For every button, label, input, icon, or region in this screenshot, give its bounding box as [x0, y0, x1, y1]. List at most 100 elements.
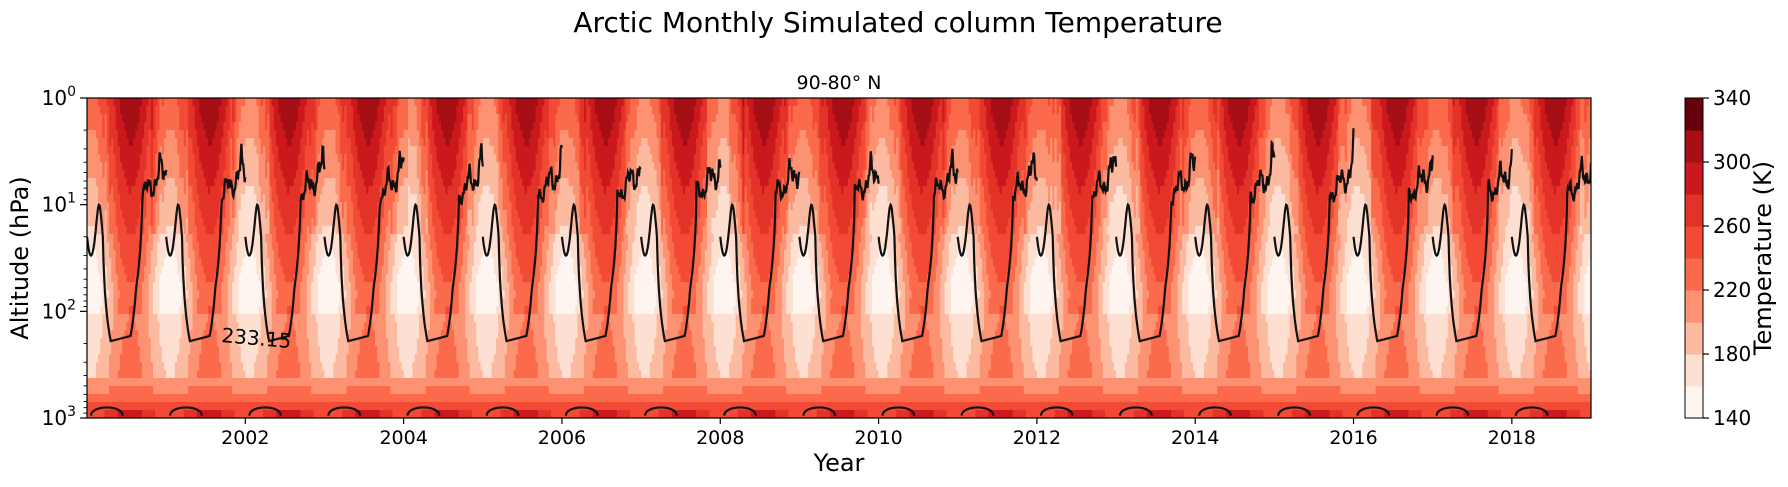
field-cell	[199, 370, 202, 379]
field-cell	[214, 186, 218, 195]
field-cell	[212, 346, 216, 355]
field-cell	[122, 178, 125, 187]
field-cell	[234, 370, 238, 379]
field-cell	[172, 162, 176, 171]
field-cell	[111, 186, 114, 195]
field-cell	[181, 186, 185, 195]
field-cell	[245, 394, 249, 403]
field-cell	[111, 170, 114, 179]
field-cell	[108, 130, 112, 139]
field-cell	[130, 114, 134, 123]
field-cell	[210, 210, 213, 219]
field-cell	[135, 138, 139, 147]
field-cell	[232, 314, 235, 323]
field-cell	[150, 354, 154, 363]
field-cell	[247, 146, 251, 155]
field-cell	[201, 306, 205, 315]
field-cell	[100, 346, 103, 355]
field-cell	[122, 266, 125, 275]
field-cell	[216, 154, 220, 163]
field-cell	[170, 162, 174, 171]
field-cell	[166, 314, 169, 323]
field-cell	[126, 242, 130, 251]
field-cell	[190, 338, 194, 347]
field-cell	[240, 170, 244, 179]
field-cell	[174, 122, 178, 131]
field-cell	[119, 314, 123, 323]
field-cell	[115, 242, 119, 251]
field-cell	[194, 194, 198, 203]
field-cell	[102, 162, 106, 171]
field-cell	[135, 170, 139, 179]
field-cell	[97, 114, 101, 123]
field-cell	[236, 378, 240, 387]
field-cell	[234, 346, 238, 355]
field-cell	[218, 362, 222, 371]
field-cell	[97, 242, 101, 251]
field-cell	[104, 202, 108, 211]
field-cell	[251, 130, 255, 139]
field-cell	[91, 266, 95, 275]
field-cell	[196, 274, 200, 283]
field-cell	[133, 266, 136, 275]
field-cell	[207, 138, 211, 147]
field-cell	[199, 130, 202, 139]
field-cell	[141, 266, 145, 275]
field-cell	[249, 290, 253, 299]
field-cell	[188, 218, 191, 227]
field-cell	[205, 226, 209, 235]
field-cell	[177, 162, 180, 171]
field-cell	[223, 98, 227, 107]
field-cell	[247, 266, 251, 275]
field-cell	[144, 146, 147, 155]
field-cell	[146, 346, 150, 355]
field-cell	[245, 226, 249, 235]
field-cell	[152, 138, 156, 147]
field-cell	[97, 234, 101, 243]
field-cell	[117, 322, 121, 331]
field-cell	[130, 162, 134, 171]
field-cell	[139, 250, 143, 259]
field-cell	[87, 122, 90, 131]
field-cell	[201, 154, 205, 163]
field-cell	[108, 146, 112, 155]
field-cell	[135, 306, 139, 315]
field-cell	[227, 346, 231, 355]
field-cell	[249, 218, 253, 227]
field-cell	[179, 370, 183, 379]
field-cell	[221, 282, 224, 291]
field-cell	[172, 362, 176, 371]
field-cell	[236, 362, 240, 371]
field-cell	[227, 210, 231, 219]
field-cell	[144, 186, 147, 195]
field-cell	[174, 138, 178, 147]
field-cell	[150, 274, 154, 283]
field-cell	[201, 210, 205, 219]
field-cell	[168, 362, 172, 371]
field-cell	[148, 226, 152, 235]
field-cell	[212, 266, 216, 275]
field-cell	[119, 394, 123, 403]
field-cell	[146, 242, 150, 251]
field-cell	[157, 370, 161, 379]
field-cell	[104, 218, 108, 227]
field-cell	[139, 314, 143, 323]
field-cell	[126, 402, 130, 411]
field-cell	[223, 370, 227, 379]
field-cell	[91, 202, 95, 211]
field-cell	[152, 282, 156, 291]
field-cell	[91, 234, 95, 243]
field-cell	[216, 306, 220, 315]
field-cell	[122, 218, 125, 227]
field-cell	[146, 154, 150, 163]
field-cell	[225, 266, 229, 275]
field-cell	[170, 130, 174, 139]
field-cell	[119, 402, 123, 411]
field-cell	[190, 330, 194, 339]
field-cell	[155, 298, 158, 307]
field-cell	[249, 146, 253, 155]
field-cell	[190, 194, 194, 203]
field-cell	[97, 162, 101, 171]
field-cell	[179, 338, 183, 347]
field-cell	[240, 362, 244, 371]
